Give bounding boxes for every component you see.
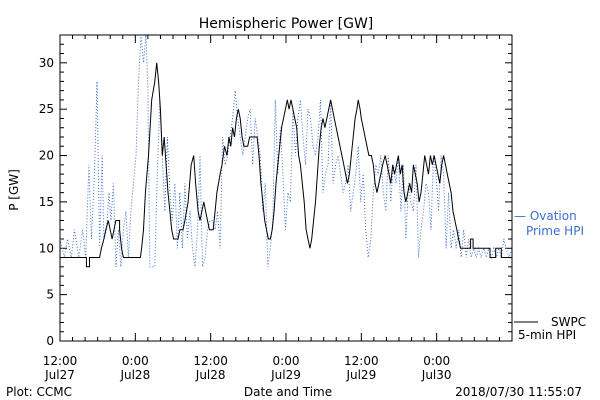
x-tick-label-date: Jul29: [345, 368, 376, 382]
x-axis: 12:00Jul270:00Jul2812:00Jul280:00Jul2912…: [43, 35, 513, 382]
x-tick-label-date: Jul29: [270, 368, 301, 382]
x-axis-label: Date and Time: [244, 385, 332, 399]
series-layer: [60, 35, 512, 268]
y-tick-label: 15: [39, 195, 54, 209]
x-tick-label-time: 0:00: [273, 354, 300, 368]
x-tick-label-date: Jul30: [421, 368, 452, 382]
legend-swpc-line1: SWPC: [551, 315, 586, 329]
legend-swpc-line2: 5-min HPI: [518, 328, 576, 342]
legend-ovation-line2: Prime HPI: [526, 224, 584, 238]
y-tick-label: 20: [39, 149, 54, 163]
chart-title: Hemispheric Power [GW]: [199, 16, 374, 32]
y-tick-label: 0: [46, 334, 54, 348]
y-tick-label: 10: [39, 241, 54, 255]
y-tick-label: 30: [39, 56, 54, 70]
x-tick-label-time: 12:00: [193, 354, 228, 368]
x-tick-label-time: 0:00: [423, 354, 450, 368]
x-tick-label-date: Jul27: [44, 368, 75, 382]
y-axis: 0 5 10 15 20 25 30: [39, 34, 512, 348]
x-tick-label-date: Jul28: [195, 368, 226, 382]
footer-timestamp: 2018/07/30 11:55:07: [455, 385, 582, 399]
x-tick-label-time: 12:00: [344, 354, 379, 368]
footer-credit: Plot: CCMC: [6, 385, 72, 399]
legend-ovation: — Ovation Prime HPI: [514, 209, 584, 238]
x-tick-label-time: 0:00: [122, 354, 149, 368]
x-tick-label-date: Jul28: [119, 368, 150, 382]
y-tick-label: 25: [39, 102, 54, 116]
y-axis-label: P [GW]: [7, 169, 21, 211]
series-ovation-prime-line: [60, 35, 512, 268]
y-tick-label: 5: [46, 288, 54, 302]
x-tick-label-time: 12:00: [43, 354, 78, 368]
series-swpc-line: [60, 62, 512, 268]
legend-ovation-line1: — Ovation: [514, 209, 577, 223]
legend-swpc: SWPC 5-min HPI: [514, 315, 586, 342]
